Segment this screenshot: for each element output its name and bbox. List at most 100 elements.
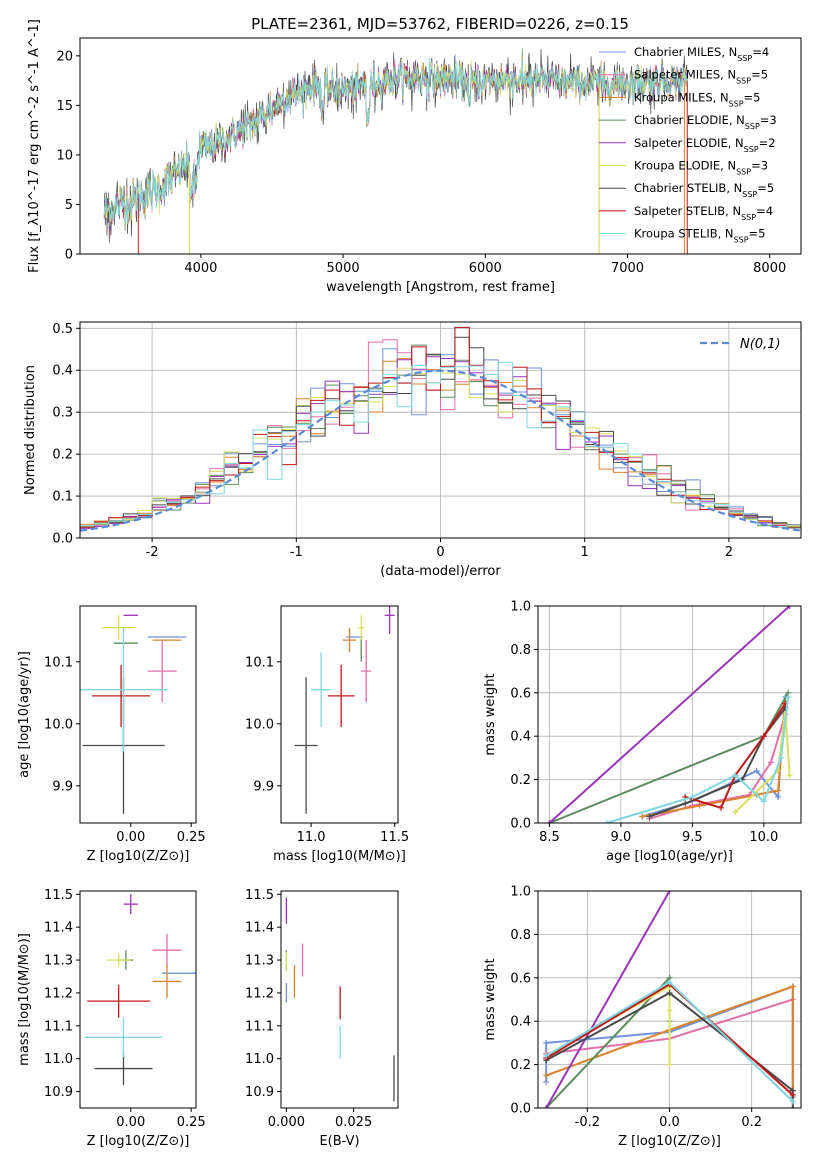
y-tick-label: 1.0 [510,885,531,900]
weight-marker [760,798,767,805]
errorbar-point [384,606,395,634]
errorbar-point [346,636,363,638]
weight-marker [543,1052,550,1059]
y-tick-label: 0.8 [510,643,531,658]
weight-marker [543,1078,550,1085]
weight-marker [777,754,784,761]
y-tick-label: 9.9 [52,779,73,794]
plot-area [84,894,196,1085]
legend-entry: Chabrier ELODIE, NSSP=3 [634,113,777,131]
x-tick-label: 2 [725,545,733,560]
weight-marker [786,772,793,779]
legend-entry: Chabrier STELIB, NSSP=5 [634,181,774,199]
legend-entry: Salpeter MILES, NSSP=5 [634,68,768,86]
weight-marker [767,759,774,766]
axes-frame [280,890,399,1109]
weight-marker [696,802,703,809]
errorbar-point [342,627,357,653]
errorbar-point [87,984,151,1018]
axes-z-vs-age: 0.00 0.25 9.9 10.0 10.1 Z [log10(Z/Z⊙)] age [l… [17,605,206,864]
y-tick-label: 0.4 [52,364,73,379]
plot-area [294,606,395,814]
weight-marker [646,813,653,820]
errorbar-point [285,897,288,924]
x-axis-label: Z [log10(Z/Z⊙)] [87,1134,190,1149]
y-axis-label: age [log10(age/yr)] [17,651,32,778]
axes-frame [280,605,399,824]
x-axis-label: E(B-V) [319,1134,359,1149]
legend-entry: Kroupa STELIB, NSSP=5 [634,227,765,245]
x-tick-label: 0.025 [335,1115,372,1130]
errorbar-point [360,637,362,662]
y-tick-label: 0.6 [510,971,531,986]
errorbar-point [285,951,288,972]
errorbar-point [357,615,365,641]
weight-series [548,606,791,823]
weight-marker [789,1091,796,1098]
errorbar-point [84,1017,163,1058]
x-tick-label: 5000 [327,261,360,276]
x-tick-label: 0.25 [177,830,206,845]
y-tick-label: 0.0 [52,532,73,547]
y-tick-label: 9.9 [253,779,274,794]
weight-marker [666,989,673,996]
weight-marker [785,694,792,701]
errorbar-point [393,1055,395,1102]
weight-marker [666,1007,673,1014]
weight-marker [543,1072,550,1079]
errorbar-point [361,640,372,703]
y-tick-label: 0.5 [52,322,73,337]
gaussian-curve [80,369,801,532]
axes-spectrum: 4000 5000 6000 7000 8000 0 5 10 15 20 wavelength [… [27,19,802,295]
y-tick-label: 10.9 [245,1085,274,1100]
weight-marker [543,1039,550,1046]
y-tick-label: 11.5 [245,888,274,903]
errorbar-point [339,1025,341,1059]
weight-marker [666,891,673,894]
y-tick-label: 0.4 [510,1015,531,1030]
x-axis-label: Z [log10(Z/Z⊙)] [87,849,190,864]
weight-marker [666,1061,673,1068]
y-tick-label: 0.6 [510,686,531,701]
errorbar-point [301,943,304,977]
y-tick-label: 11.5 [44,888,73,903]
axes-frame [79,605,197,824]
legend-entry: Chabrier MILES, NSSP=4 [634,45,769,63]
weight-marker [775,787,782,794]
y-axis-label: mass weight [483,958,498,1040]
weight-series [545,985,794,1091]
errorbar-point [152,964,182,998]
y-tick-label: 11.2 [44,986,73,1001]
y-tick-label: 0.8 [510,928,531,943]
errorbar-point [339,986,341,1020]
weight-marker [786,606,793,609]
y-tick-label: 15 [56,99,73,114]
errorbar-point [152,933,182,967]
errorbar-point [327,664,355,727]
errorbar-point [92,664,151,727]
axes-z-vs-mass: 0.00 0.25 10.9 11.0 11.1 11.2 11.3 11.4 11.5 Z [l… [17,888,206,1149]
y-tick-label: 11.2 [245,986,274,1001]
figure-title: PLATE=2361, MJD=53762, FIBERID=0226, z=0… [251,15,629,33]
errorbar-point [147,636,187,638]
weight-marker [682,800,689,807]
x-axis-label: wavelength [Angstrom, rest frame] [326,280,555,295]
x-axis-label: age [log10(age/yr)] [606,849,733,864]
errorbar-point [293,964,296,998]
x-tick-label: 0.000 [268,1115,305,1130]
weight-marker [789,1098,796,1105]
plot-area [546,606,793,823]
x-tick-label: 11.0 [297,830,326,845]
errorbar-point [152,639,182,641]
y-tick-label: 0.0 [510,1102,531,1117]
plot-area [543,891,796,1108]
weight-marker [732,809,739,816]
weight-series [545,891,671,1108]
y-tick-label: 10.1 [44,655,73,670]
x-tick-label: 7000 [611,261,644,276]
weight-marker [689,793,696,800]
errorbar-point [311,652,332,727]
x-tick-label: 0.00 [116,1115,145,1130]
y-axis-label: Flux [f_λ10^-17 erg cm^-2 s^-1 A^-1] [27,19,42,273]
legend-entry: Kroupa MILES, NSSP=5 [634,90,760,108]
